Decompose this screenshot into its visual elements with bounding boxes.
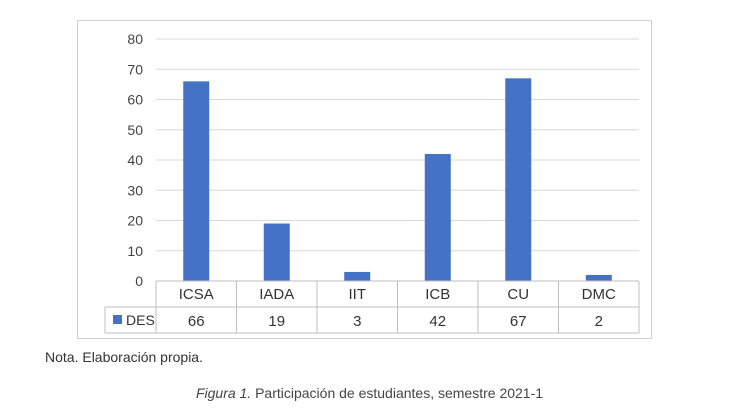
legend-swatch [113, 315, 122, 324]
bar [585, 274, 612, 281]
y-tick-label: 60 [127, 92, 143, 108]
x-tick-label: DMC [582, 286, 616, 303]
chart-frame [77, 20, 652, 339]
y-tick-label: 0 [135, 273, 143, 289]
bar [344, 271, 371, 281]
figure-caption-text: Participación de estudiantes, semestre 2… [251, 385, 544, 401]
figure-caption: Figura 1. Participación de estudiantes, … [0, 385, 739, 401]
x-tick-label: ICSA [179, 286, 214, 303]
bar [263, 223, 290, 281]
y-tick-label: 50 [127, 122, 143, 138]
x-tick-label: IIT [349, 286, 367, 303]
figure-label: Figura 1. [195, 385, 252, 401]
data-table-value: 2 [595, 313, 603, 330]
data-table-value: 3 [353, 313, 361, 330]
x-tick-label: ICB [425, 286, 450, 303]
data-table-value: 66 [188, 313, 205, 330]
y-tick-label: 10 [127, 243, 143, 259]
y-tick-label: 40 [127, 152, 143, 168]
x-tick-label: IADA [259, 286, 294, 303]
data-table-value: 19 [268, 313, 285, 330]
bar [505, 78, 532, 281]
legend-label: DES [126, 312, 155, 328]
y-tick-label: 20 [127, 213, 143, 229]
y-tick-label: 30 [127, 182, 143, 198]
x-tick-label: CU [507, 286, 529, 303]
bar [183, 81, 210, 281]
y-tick-label: 70 [127, 61, 143, 77]
data-table-value: 42 [429, 313, 446, 330]
data-table-value: 67 [510, 313, 527, 330]
chart-note: Nota. Elaboración propia. [45, 349, 203, 365]
y-tick-label: 80 [127, 31, 143, 47]
bar [424, 153, 451, 281]
